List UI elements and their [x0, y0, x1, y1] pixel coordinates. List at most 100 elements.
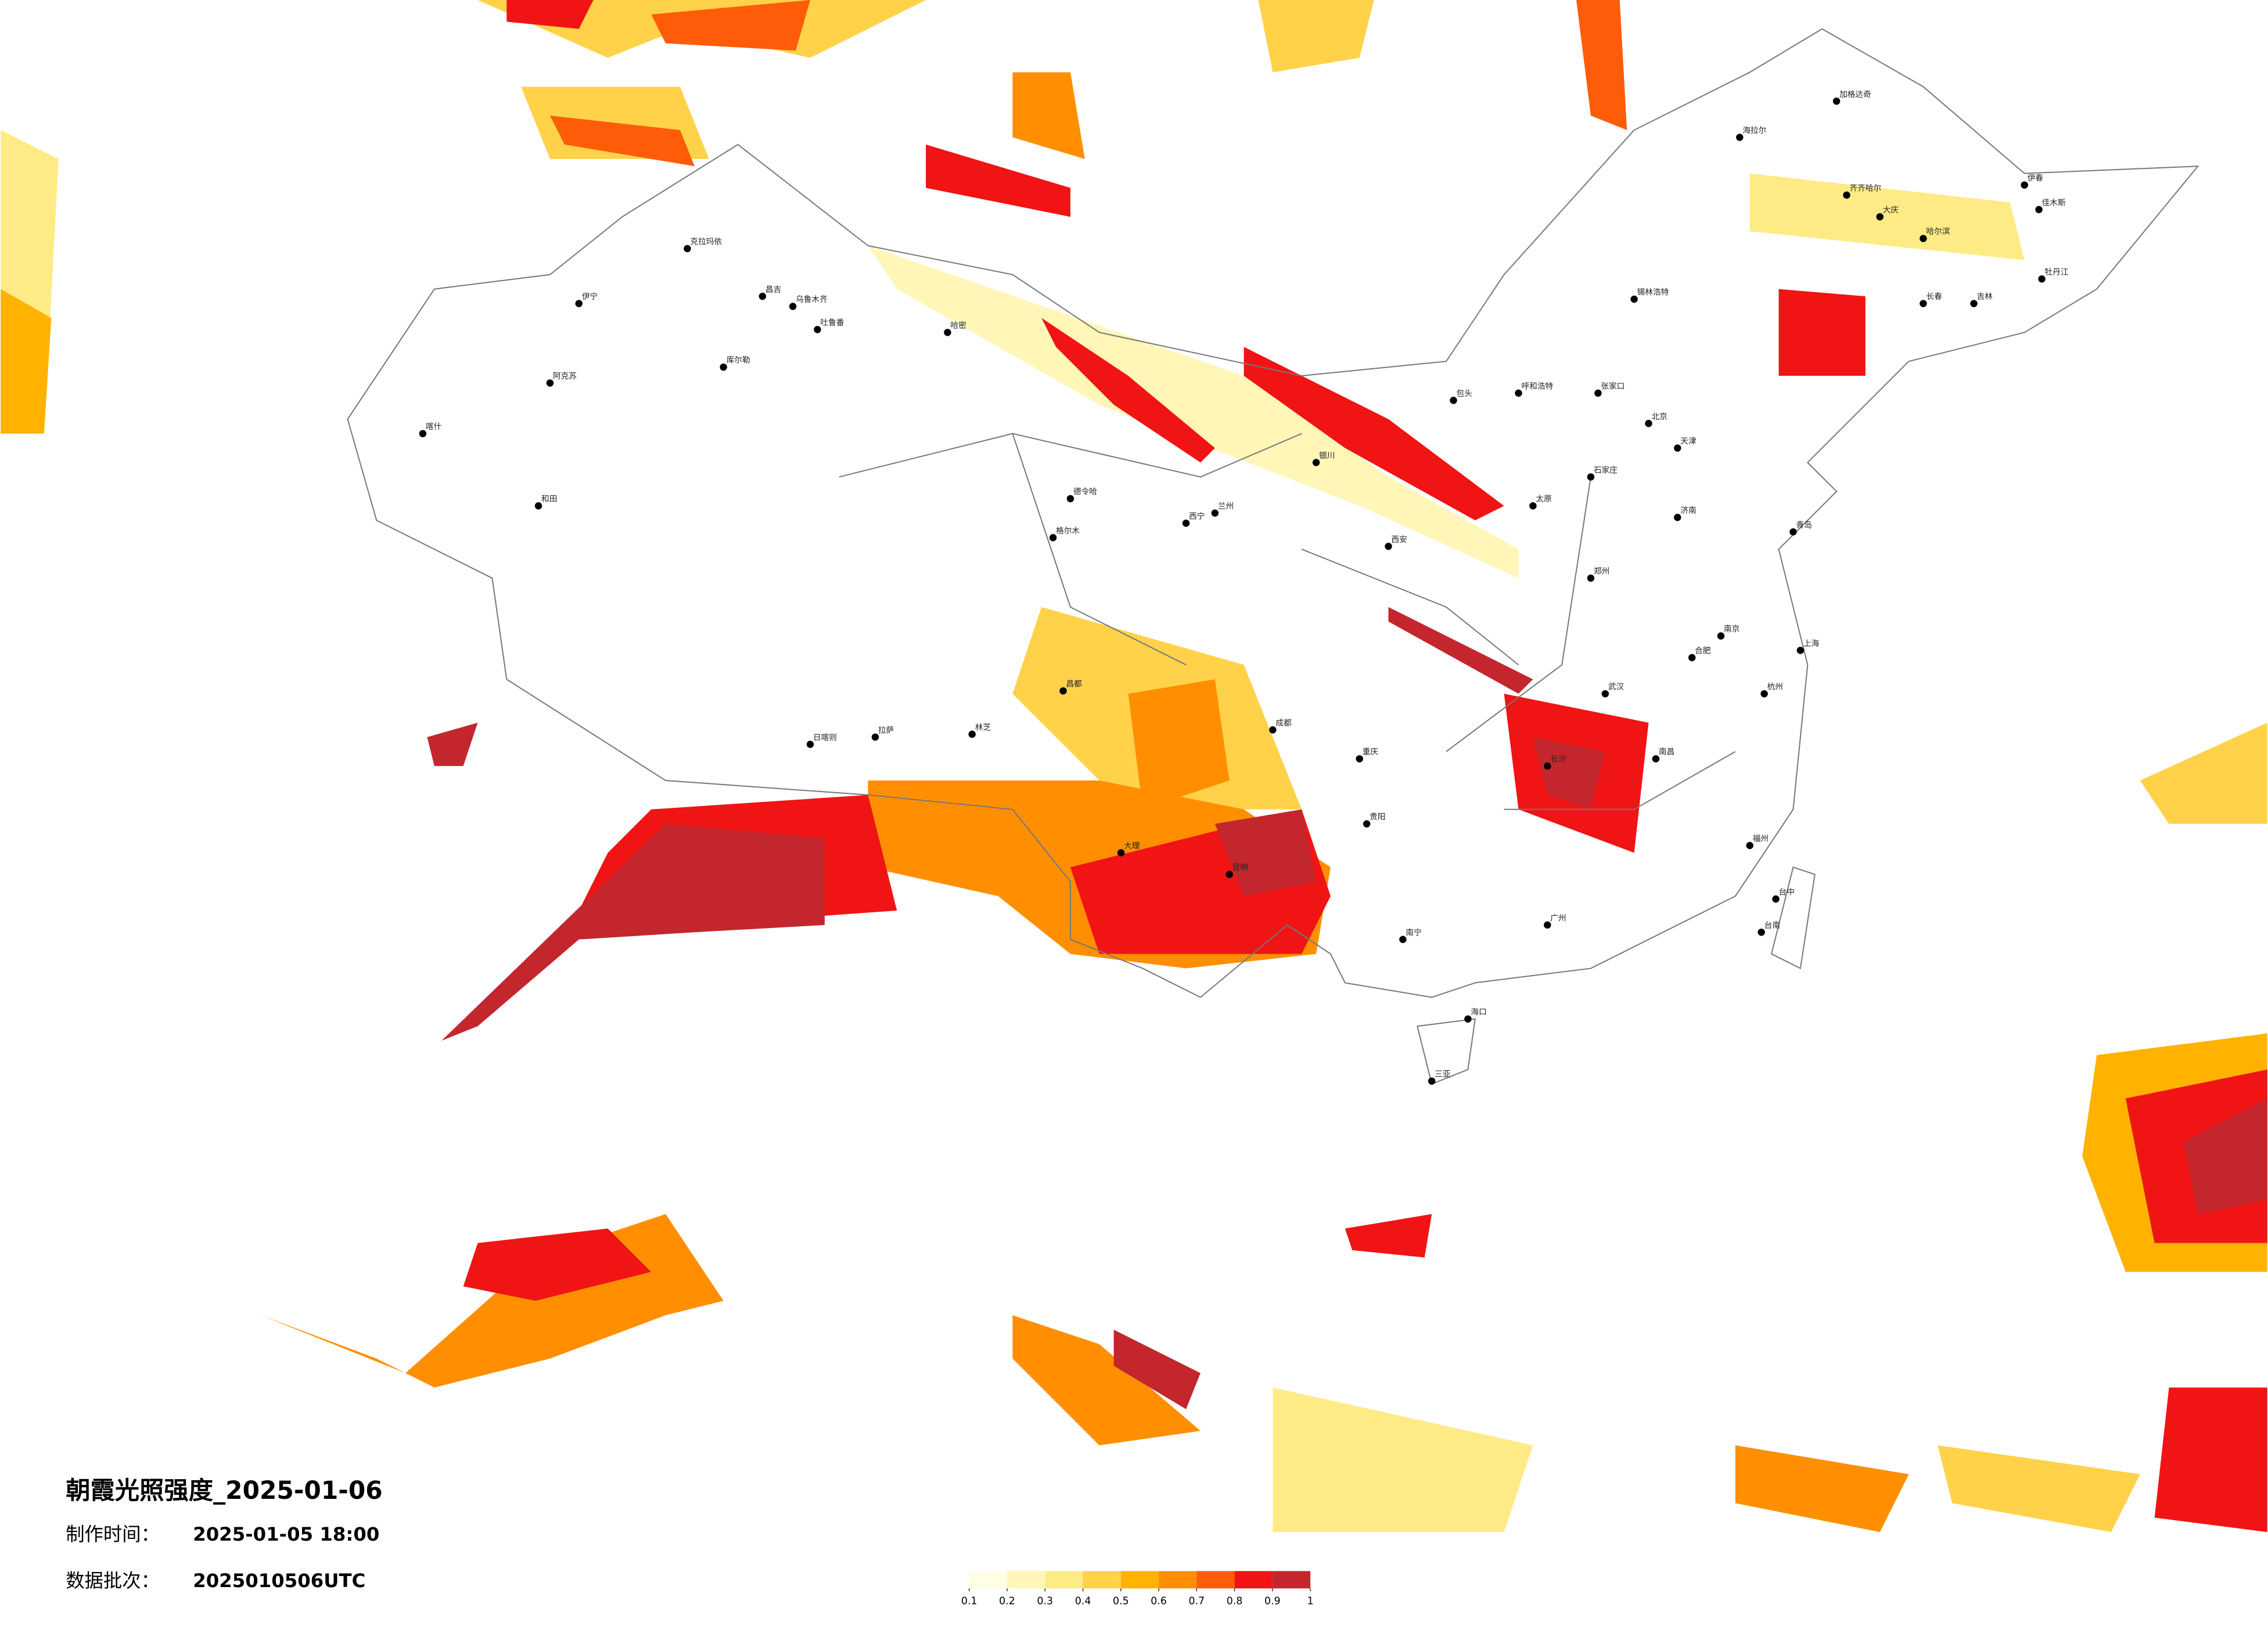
city-dot: [1594, 389, 1602, 397]
city-label: 林芝: [975, 723, 991, 732]
city-label: 西宁: [1189, 512, 1205, 521]
city-dot: [1920, 300, 1927, 307]
city-label: 上海: [1803, 639, 1820, 649]
legend-tick-label: 1: [1307, 1596, 1314, 1607]
city-dot: [534, 502, 542, 510]
city-label: 海口: [1471, 1008, 1486, 1017]
city-dot: [1674, 513, 1681, 521]
city-dot: [1428, 1077, 1436, 1085]
city-label: 长春: [1926, 292, 1942, 301]
city-dot: [1049, 534, 1057, 542]
city-dot: [1529, 502, 1537, 510]
city-dot: [546, 379, 554, 387]
city-dot: [1757, 929, 1765, 936]
city-label: 伊宁: [582, 292, 598, 301]
city-dot: [2038, 275, 2046, 283]
city-label: 天津: [1680, 437, 1696, 446]
city-label: 长沙: [1550, 755, 1566, 764]
city-dot: [1587, 574, 1595, 582]
city-dot: [1772, 895, 1780, 903]
legend-tick-label: 0.7: [1189, 1596, 1205, 1607]
city-label: 伊春: [2028, 174, 2044, 183]
city-label: 昌都: [1066, 679, 1083, 689]
legend-swatch: [1272, 1571, 1311, 1589]
city-label: 大理: [1124, 841, 1140, 851]
city-label: 喀什: [426, 422, 442, 431]
made-time-label: 制作时间：: [66, 1523, 160, 1545]
legend: 0.1 0.2 0.3 0.4 0.5 0.6 0.7 0.8 0.9 1: [961, 1571, 1314, 1607]
city-dot: [814, 326, 821, 333]
city-dot: [1630, 295, 1638, 303]
city-label: 台中: [1779, 888, 1795, 897]
batch-value: 2025010506UTC: [193, 1570, 365, 1592]
made-time-value: 2025-01-05 18:00: [193, 1523, 379, 1545]
city-label: 南昌: [1659, 747, 1674, 757]
city-dot: [1312, 459, 1320, 466]
legend-tick-label: 0.9: [1264, 1596, 1281, 1607]
city-dot: [1876, 213, 1884, 221]
city-label: 青岛: [1796, 520, 1811, 530]
legend-tick-label: 0.3: [1037, 1596, 1053, 1607]
city-dot: [1674, 444, 1681, 452]
city-dot: [806, 740, 814, 748]
city-label: 克拉玛依: [690, 238, 722, 247]
legend-swatch: [969, 1571, 1008, 1589]
legend-tick-label: 0.1: [961, 1596, 977, 1607]
legend-tick-label: 0.4: [1075, 1596, 1091, 1607]
legend-swatch: [1083, 1571, 1121, 1589]
city-dot: [871, 733, 879, 741]
city-dot: [1760, 690, 1768, 697]
batch-label: 数据批次：: [66, 1570, 160, 1592]
city-dot: [684, 244, 691, 253]
city-dot: [759, 293, 767, 300]
city-label: 日喀则: [813, 733, 837, 742]
city-dot: [1736, 134, 1744, 141]
city-label: 海拉尔: [1742, 126, 1766, 135]
city-label: 锡林浩特: [1637, 288, 1669, 297]
city-label: 加格达奇: [1839, 89, 1871, 99]
city-label: 呼和浩特: [1522, 382, 1554, 391]
city-dot: [1066, 495, 1074, 502]
city-label: 阿克苏: [553, 372, 577, 381]
city-label: 郑州: [1594, 567, 1609, 576]
city-label: 哈密: [950, 321, 966, 330]
city-label: 合肥: [1695, 646, 1711, 656]
city-dot: [1182, 519, 1190, 527]
legend-swatch: [1196, 1571, 1235, 1589]
city-dot: [1515, 389, 1522, 397]
city-label: 兰州: [1218, 502, 1234, 511]
city-dot: [1117, 849, 1125, 857]
city-label: 西安: [1392, 535, 1407, 544]
city-dot: [1059, 687, 1067, 695]
city-label: 台南: [1764, 921, 1780, 930]
city-label: 格尔木: [1056, 526, 1080, 535]
country-outline: [347, 28, 2199, 1085]
city-label: 银川: [1319, 451, 1335, 461]
city-dot: [789, 303, 797, 310]
city-label: 南宁: [1406, 927, 1421, 937]
city-dot: [1225, 870, 1233, 878]
city-dot: [1601, 690, 1609, 697]
city-label: 南京: [1724, 625, 1739, 634]
city-dot: [1464, 1015, 1472, 1023]
city-label: 吉林: [1977, 292, 1993, 301]
city-dot: [968, 731, 976, 738]
city-dot: [1652, 755, 1660, 762]
city-label: 北京: [1652, 412, 1667, 422]
city-dot: [1920, 235, 1927, 242]
city-label: 拉萨: [878, 726, 894, 735]
city-dot: [2021, 181, 2028, 189]
city-label: 武汉: [1608, 682, 1624, 692]
city-label: 和田: [541, 495, 557, 504]
legend-tick-label: 0.6: [1151, 1596, 1167, 1607]
city-label: 杭州: [1767, 682, 1783, 692]
city-dot: [1385, 542, 1392, 551]
city-dot: [1688, 654, 1696, 661]
city-label: 齐齐哈尔: [1850, 184, 1882, 193]
legend-swatch: [1120, 1571, 1159, 1589]
city-label: 昌吉: [765, 285, 781, 294]
city-dot: [1970, 300, 1978, 307]
legend-swatch: [1159, 1571, 1197, 1589]
